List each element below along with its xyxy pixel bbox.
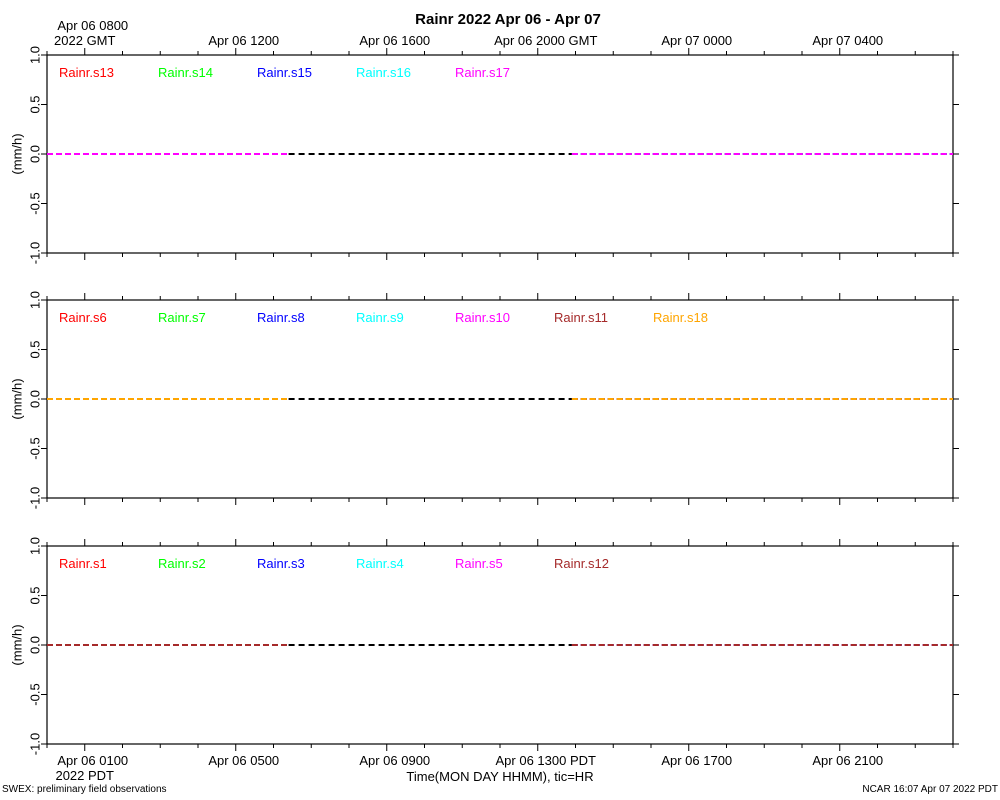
- legend-Rainr-s8: Rainr.s8: [257, 310, 305, 325]
- y-tick-label: -1.0: [27, 733, 42, 755]
- legend-Rainr-s3: Rainr.s3: [257, 556, 305, 571]
- legend-Rainr-s17: Rainr.s17: [455, 65, 510, 80]
- bottom-tick-label: Apr 06 0100: [57, 753, 128, 768]
- y-tick-label: 0.0: [27, 636, 42, 654]
- y-tick-label: 0.5: [27, 586, 42, 604]
- legend-Rainr-s7: Rainr.s7: [158, 310, 206, 325]
- chart-panel-1: 1.0 0.5 0.0 -0.5 -1.0 (mm/h) Rainr.s13 Rainr.s1…: [9, 46, 959, 264]
- legend-Rainr-s18: Rainr.s18: [653, 310, 708, 325]
- top-tick-label: Apr 06 1600: [359, 33, 430, 48]
- legend-Rainr-s10: Rainr.s10: [455, 310, 510, 325]
- bottom-tick-label: Apr 06 1300 PDT: [496, 753, 597, 768]
- legend-Rainr-s1: Rainr.s1: [59, 556, 107, 571]
- y-tick-label: 0.0: [27, 145, 42, 163]
- bottom-tick-label: 2022 PDT: [55, 768, 114, 783]
- y-tick-label: -1.0: [27, 487, 42, 509]
- y-tick-label: 1.0: [27, 291, 42, 309]
- top-tick-label: Apr 06 2000 GMT: [494, 33, 597, 48]
- y-tick-label: 0.0: [27, 390, 42, 408]
- bottom-tick-label: Apr 06 1700: [661, 753, 732, 768]
- y-tick-label: 0.5: [27, 95, 42, 113]
- y-axis-label: (mm/h): [9, 378, 24, 419]
- legend-Rainr-s12: Rainr.s12: [554, 556, 609, 571]
- top-tick-label: Apr 07 0000: [661, 33, 732, 48]
- legend-Rainr-s11: Rainr.s11: [554, 310, 608, 325]
- top-tick-label: 2022 GMT: [54, 33, 115, 48]
- chart-panel-2: 1.0 0.5 0.0 -0.5 -1.0 (mm/h) Rainr.s6 Rainr.s7 R…: [9, 291, 959, 509]
- legend-Rainr-s16: Rainr.s16: [356, 65, 411, 80]
- legend-Rainr-s2: Rainr.s2: [158, 556, 206, 571]
- bottom-tick-label: Apr 06 0900: [359, 753, 430, 768]
- chart-panel-3: 1.0 0.5 0.0 -0.5 -1.0 (mm/h) Rainr.s1 Rainr.s2 R…: [9, 537, 959, 755]
- bottom-tick-label: Apr 06 0500: [208, 753, 279, 768]
- y-axis-label: (mm/h): [9, 624, 24, 665]
- chart-panels: 1.0 0.5 0.0 -0.5 -1.0 (mm/h) Rainr.s13 Rainr.s1…: [9, 46, 959, 755]
- y-tick-label: 1.0: [27, 46, 42, 64]
- legend-Rainr-s6: Rainr.s6: [59, 310, 107, 325]
- legend-Rainr-s9: Rainr.s9: [356, 310, 404, 325]
- y-tick-label: -0.5: [27, 437, 42, 459]
- legend-Rainr-s14: Rainr.s14: [158, 65, 213, 80]
- y-tick-label: 1.0: [27, 537, 42, 555]
- bottom-tick-label: Apr 06 2100: [812, 753, 883, 768]
- legend-Rainr-s13: Rainr.s13: [59, 65, 114, 80]
- top-tick-label: Apr 06 1200: [208, 33, 279, 48]
- y-tick-label: -1.0: [27, 242, 42, 264]
- top-tick-label: Apr 07 0400: [812, 33, 883, 48]
- y-axis-label: (mm/h): [9, 133, 24, 174]
- x-axis-label: Time(MON DAY HHMM), tic=HR: [406, 769, 593, 784]
- legend-Rainr-s5: Rainr.s5: [455, 556, 503, 571]
- footer-timestamp: NCAR 16:07 Apr 07 2022 PDT: [862, 784, 998, 795]
- y-tick-label: 0.5: [27, 340, 42, 358]
- y-tick-label: -0.5: [27, 192, 42, 214]
- legend-Rainr-s15: Rainr.s15: [257, 65, 312, 80]
- y-tick-label: -0.5: [27, 683, 42, 705]
- top-tick-label: Apr 06 0800: [57, 18, 128, 33]
- legend-Rainr-s4: Rainr.s4: [356, 556, 404, 571]
- chart-title: Rainr 2022 Apr 06 - Apr 07: [415, 11, 601, 28]
- footer-note: SWEX: preliminary field observations: [2, 784, 167, 795]
